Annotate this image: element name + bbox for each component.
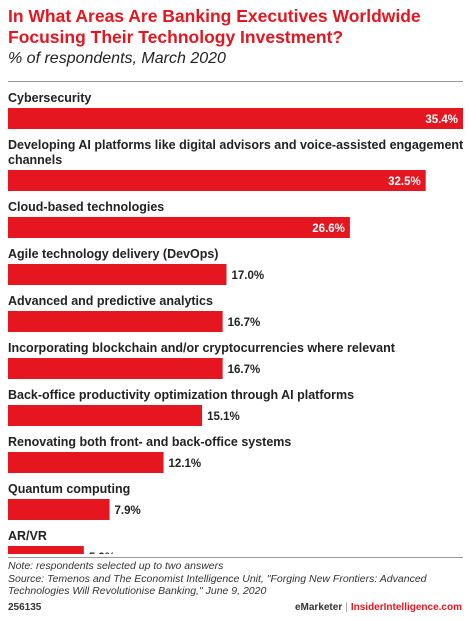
bar-group: Quantum computing 7.9% xyxy=(8,482,141,520)
category-label: Incorporating blockchain and/or cryptocu… xyxy=(8,341,396,355)
category-label: Agile technology delivery (DevOps) xyxy=(8,247,218,261)
top-divider xyxy=(8,81,463,82)
bar-group: Agile technology delivery (DevOps) 17.0% xyxy=(8,247,264,285)
source-text: Source: Temenos and The Economist Intell… xyxy=(8,572,427,598)
brand-separator: | xyxy=(345,602,348,613)
bar-group: AR/VR 5.9% xyxy=(8,529,115,554)
value-label: 12.1% xyxy=(169,458,202,470)
value-label: 17.0% xyxy=(232,270,265,282)
category-label: Advanced and predictive analytics xyxy=(8,294,213,308)
category-label: Cybersecurity xyxy=(8,91,91,105)
category-label: Cloud-based technologies xyxy=(8,200,164,214)
value-label: 16.7% xyxy=(228,364,261,376)
bar xyxy=(8,170,426,191)
bar-group: Cloud-based technologies 26.6% xyxy=(8,200,350,238)
category-label: Quantum computing xyxy=(8,482,130,496)
value-label: 26.6% xyxy=(312,223,345,235)
bar xyxy=(8,546,84,554)
bar xyxy=(8,311,223,332)
bar xyxy=(8,358,223,379)
value-label: 15.1% xyxy=(207,411,240,423)
bar-group: Incorporating blockchain and/or cryptocu… xyxy=(8,341,396,379)
bar xyxy=(8,452,164,473)
brand-insider-link[interactable]: InsiderIntelligence.com xyxy=(350,602,462,613)
value-label: 7.9% xyxy=(115,505,141,517)
category-label: Back-office productivity optimization th… xyxy=(8,388,354,402)
bar xyxy=(8,264,227,285)
category-label: AR/VR xyxy=(8,529,47,543)
chart-notes: Note: respondents selected up to two ans… xyxy=(8,560,464,598)
bar-group: Renovating both front- and back-office s… xyxy=(8,435,291,473)
brand-footer: eMarketer | InsiderIntelligence.com xyxy=(295,602,462,613)
bar-group: Back-office productivity optimization th… xyxy=(8,388,354,426)
chart-subtitle: % of respondents, March 2020 xyxy=(8,50,226,67)
value-label: 32.5% xyxy=(388,176,421,188)
value-label: 5.9% xyxy=(89,552,115,554)
bottom-divider xyxy=(8,557,463,558)
category-label: Developing AI platforms like digital adv… xyxy=(8,138,464,152)
bar-group: Cybersecurity 35.4% xyxy=(8,91,463,129)
value-label: 35.4% xyxy=(425,114,458,126)
note-text: Note: respondents selected up to two ans… xyxy=(8,560,224,572)
bar xyxy=(8,499,110,520)
chart-title: In What Areas Are Banking Executives Wor… xyxy=(8,6,421,47)
brand-emarketer: eMarketer xyxy=(294,602,343,613)
value-label: 16.7% xyxy=(228,317,261,329)
category-label: channels xyxy=(8,153,62,167)
bar xyxy=(8,217,350,238)
bar-chart: Cybersecurity 35.4% Developing AI platform… xyxy=(8,91,464,554)
bar xyxy=(8,108,463,129)
bar-group: Advanced and predictive analytics 16.7% xyxy=(8,294,260,332)
category-label: Renovating both front- and back-office s… xyxy=(8,435,291,449)
bar-group: Developing AI platforms like digital adv… xyxy=(8,138,464,191)
chart-id: 256135 xyxy=(8,602,42,613)
bar xyxy=(8,405,203,426)
